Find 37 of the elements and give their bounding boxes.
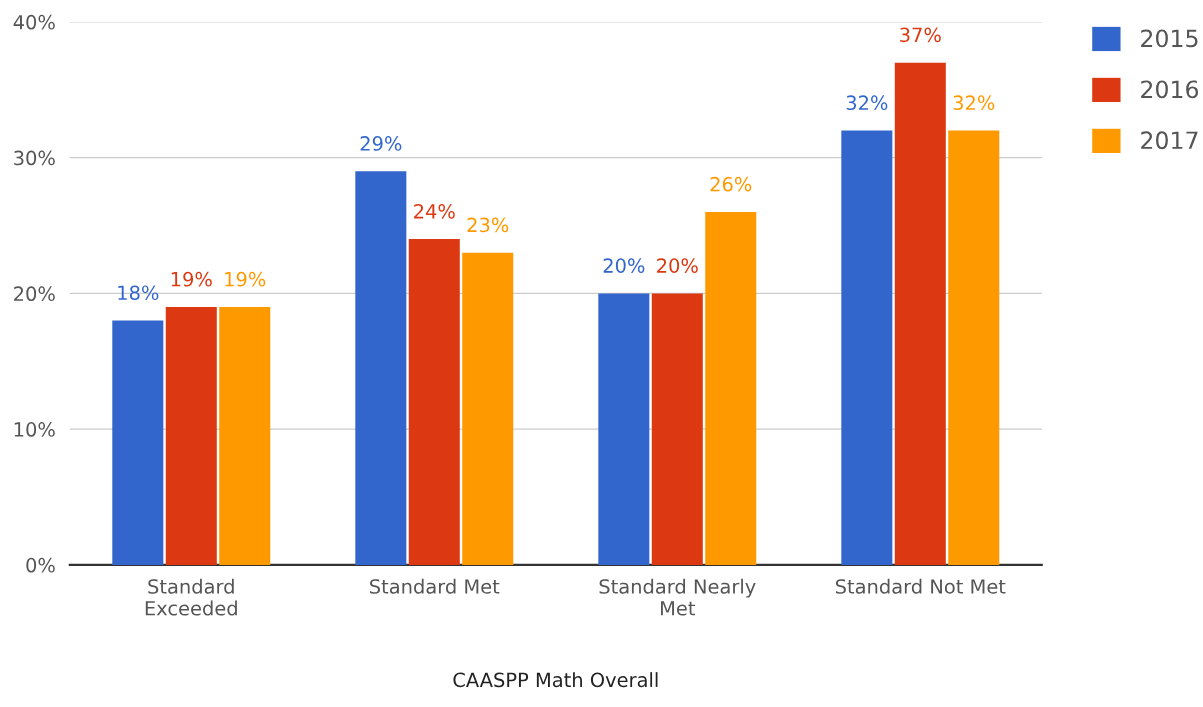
- y-tick-label: 30%: [14, 150, 55, 166]
- data-label: 18%: [118, 285, 159, 301]
- bar: [948, 130, 1000, 565]
- bar: [165, 306, 217, 565]
- bar: [841, 130, 893, 565]
- y-tick-label: 40%: [13, 14, 55, 30]
- bar: [894, 62, 946, 565]
- data-label: 20%: [657, 258, 698, 273]
- legend-label: 2016: [1141, 80, 1199, 99]
- y-tick-label: 10%: [14, 422, 55, 437]
- bar: [462, 252, 514, 565]
- x-tick-label: Standard Nearly Met: [599, 578, 756, 616]
- data-label: 26%: [710, 176, 752, 192]
- bar: [408, 239, 460, 565]
- bar: [651, 293, 703, 565]
- data-label: 19%: [171, 271, 212, 287]
- y-tick-label: 20%: [14, 286, 55, 302]
- data-label: 32%: [953, 95, 995, 111]
- legend-label: 2015: [1141, 29, 1198, 48]
- data-label: 24%: [414, 203, 455, 219]
- x-tick-label: Standard Not Met: [835, 578, 1006, 594]
- data-label: 23%: [467, 217, 509, 233]
- data-label: 32%: [846, 95, 888, 111]
- bar: [705, 211, 757, 565]
- x-tick-label: Standard Met: [370, 578, 500, 594]
- legend-label: 2017: [1141, 131, 1198, 150]
- x-tick-label: Standard Exceeded: [145, 578, 237, 616]
- bar: [112, 320, 164, 565]
- data-label: 29%: [360, 136, 402, 151]
- data-label: 20%: [603, 258, 645, 273]
- data-label: 19%: [225, 271, 266, 287]
- y-tick-label: 0%: [26, 557, 55, 573]
- bar: [219, 306, 271, 565]
- bar: [598, 293, 650, 565]
- bar: [355, 171, 407, 565]
- data-label: 37%: [900, 27, 941, 43]
- x-axis-title: CAASPP Math Overall: [453, 672, 658, 688]
